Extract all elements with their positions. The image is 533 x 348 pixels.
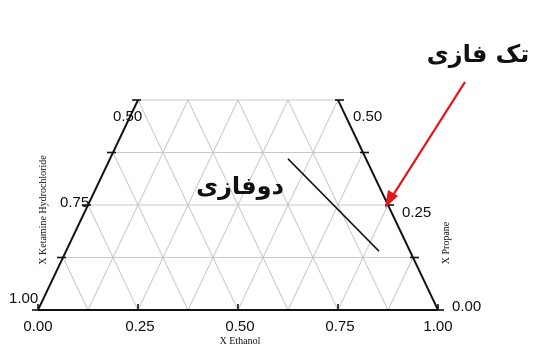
bottom-tick-label-3: 0.75	[325, 318, 354, 335]
two-phase-region-label: دوفازی	[196, 172, 284, 200]
grid-line-diagonal-left	[87, 204, 139, 311]
left-tick-label-2: 1.00	[9, 290, 38, 307]
single-phase-annotation: تک فازی	[427, 40, 529, 68]
left-tick-label-0: 0.50	[113, 108, 142, 125]
bottom-tick-label-2: 0.50	[225, 318, 254, 335]
grid-line-diagonal-left	[112, 152, 189, 311]
arrow-shaft	[389, 81, 466, 201]
single-phase-arrow	[385, 81, 466, 208]
grid-line-diagonal-left	[187, 99, 289, 311]
bottom-tick-label-4: 1.00	[423, 318, 452, 335]
bottom-tick-label-0: 0.00	[23, 318, 52, 335]
grid-line-diagonal-right	[287, 152, 364, 311]
grid-line-diagonal-left	[237, 99, 339, 311]
bottom-tick-label-1: 0.25	[125, 318, 154, 335]
left-axis-title: X Ketamine Hydrochloride	[38, 155, 49, 265]
phase-boundary-line	[287, 158, 380, 252]
bottom-axis-title: X Ethanol	[220, 336, 261, 347]
arrow-head	[385, 190, 398, 208]
grid-line-diagonal-left	[62, 257, 89, 311]
axis-ticks	[32, 99, 444, 311]
grid-line-diagonal-right	[387, 257, 414, 311]
phase-boundary	[287, 158, 380, 252]
left-tick-label-1: 0.75	[60, 194, 89, 211]
right-tick-label-0: 0.50	[353, 108, 382, 125]
grid-line-diagonal-left	[287, 99, 389, 311]
grid-lines	[62, 99, 414, 311]
right-tick-label-2: 0.00	[452, 298, 481, 315]
grid-line-diagonal-left	[137, 99, 239, 311]
right-axis-title: X Propane	[441, 221, 452, 264]
right-tick-label-1: 0.25	[402, 204, 431, 221]
